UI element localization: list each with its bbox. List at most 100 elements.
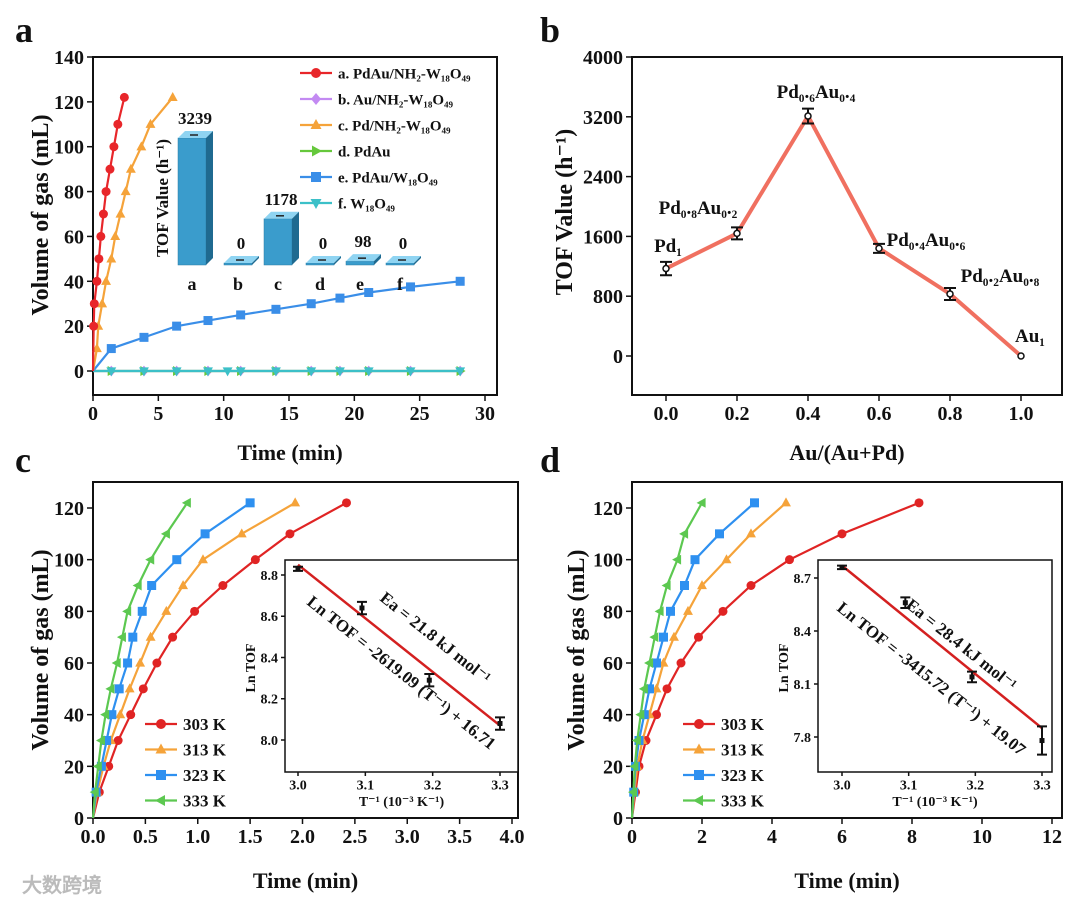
legend-marker [693,795,703,806]
x-tick-label: 1.5 [238,826,263,848]
x-tick-label: 0.0 [81,826,106,848]
data-point [335,293,345,303]
data-point [181,497,191,508]
y-tick-label: 8.1 [794,678,812,693]
x-tick-label: 0.2 [725,403,750,425]
x-tick-label: 4 [767,826,777,848]
x-axis-label: Time (min) [794,868,899,893]
legend-item: 303 K [145,715,227,734]
legend-item: 333 K [145,791,227,810]
bar-front [263,218,293,266]
data-point [101,275,112,285]
data-point [455,367,466,377]
data-point [628,787,637,798]
bar-category-label: b [233,274,243,294]
data-point [629,761,639,772]
bar-front [305,262,335,266]
x-tick-label: 30 [475,403,495,425]
inset-arrhenius: 3.0 3.1 3.2 3.3 8.0 8.2 8.4 8.6 8.8 Ln TOF T⁻¹ (10… [244,559,519,810]
y-axis-label: TOF Value (h⁻¹) [552,129,578,296]
fit-line [297,563,501,727]
data-point [290,497,301,507]
y-tick-label: 8.7 [794,572,812,587]
data-point [804,112,812,120]
data-point [697,580,707,590]
data-point [497,721,503,726]
data-point [222,367,233,377]
inset-arrhenius: 3.0 3.1 3.2 3.3 7.8 8.1 8.4 8.7 Ln TOF T⁻¹ (10⁻³ … [777,559,1053,810]
y-tick-label: 80 [603,601,623,623]
bar [305,256,341,266]
y-tick-label: 4000 [583,47,623,69]
data-point [203,316,213,326]
data-point [97,298,108,308]
bar-side [292,211,299,265]
y-tick-label: 3200 [583,107,623,129]
data-point [271,304,281,314]
x-axis-label: Time (min) [237,440,342,465]
bar-side [252,256,259,265]
x-tick-label: 3.3 [491,778,509,793]
data-point [839,564,845,570]
y-tick-label: 100 [593,550,623,572]
x-tick-label: 3.1 [357,778,375,793]
data-point [124,683,135,693]
x-tick-label: 3.5 [447,826,472,848]
bar [385,256,421,266]
data-point [92,761,102,772]
tof-line [665,112,1023,358]
x-tick-label: 3.0 [395,826,420,848]
data-point [111,658,121,668]
data-point [785,555,794,565]
data-point [91,343,102,353]
plot-frame [631,481,1063,819]
legend-label: c. Pd/NH₂-W₁₈O₄₉ [338,118,451,134]
data-point [902,600,908,606]
bar-side [334,256,341,265]
data-point [128,632,138,642]
data-point [658,657,669,667]
legend-item: 313 K [145,740,227,759]
bar-front [345,260,375,266]
data-point [335,367,345,377]
point-label: Au₁ [1015,326,1045,347]
inset-background [285,560,518,772]
data-point [198,554,208,564]
legend-marker [694,770,704,780]
legend-item: 333 K [683,791,765,810]
y-tick-label: 60 [64,653,84,675]
panel-c: 0.0 0.5 1.0 1.5 2.0 2.5 3.0 3.5 4.0 0 20 40 60 80 100 1… [28,481,525,893]
data-point [651,683,662,693]
x-tick-label: 3.3 [1033,778,1051,793]
data-point [92,276,102,286]
legend-marker [156,719,166,729]
data-point [101,187,111,197]
plot-frame [631,56,1063,396]
data-point [115,208,126,218]
data-point [1039,738,1045,744]
legend-label: a. PdAu/NH₂-W₁₈O₄₉ [338,66,471,82]
x-tick-label: 2.0 [290,826,315,848]
y-tick-label: 7.8 [794,731,812,746]
legend-item: a. PdAu/NH₂-W₁₈O₄₉ [300,66,471,82]
data-point [119,92,129,102]
data-point [152,658,162,668]
data-point [102,736,112,745]
legend-item: 323 K [683,766,765,785]
point-label: Pd₀.₈Au₀.₂ [659,198,738,219]
data-point [914,498,924,508]
data-point [746,581,756,590]
y-tick-label: 40 [603,705,623,727]
x-tick-label: 3.2 [967,778,985,793]
series [91,91,178,372]
data-point [172,321,182,331]
y-tick-label: 120 [54,92,84,114]
y-tick-label: 0 [613,346,623,368]
data-point [123,658,133,668]
data-point [405,367,416,377]
inset-x-axis-label: T⁻¹ (10⁻³ K⁻¹) [359,795,445,810]
x-tick-label: 10 [214,403,234,425]
inset-y-axis-label: Ln TOF [244,644,259,693]
legend-label: 313 K [721,740,765,759]
